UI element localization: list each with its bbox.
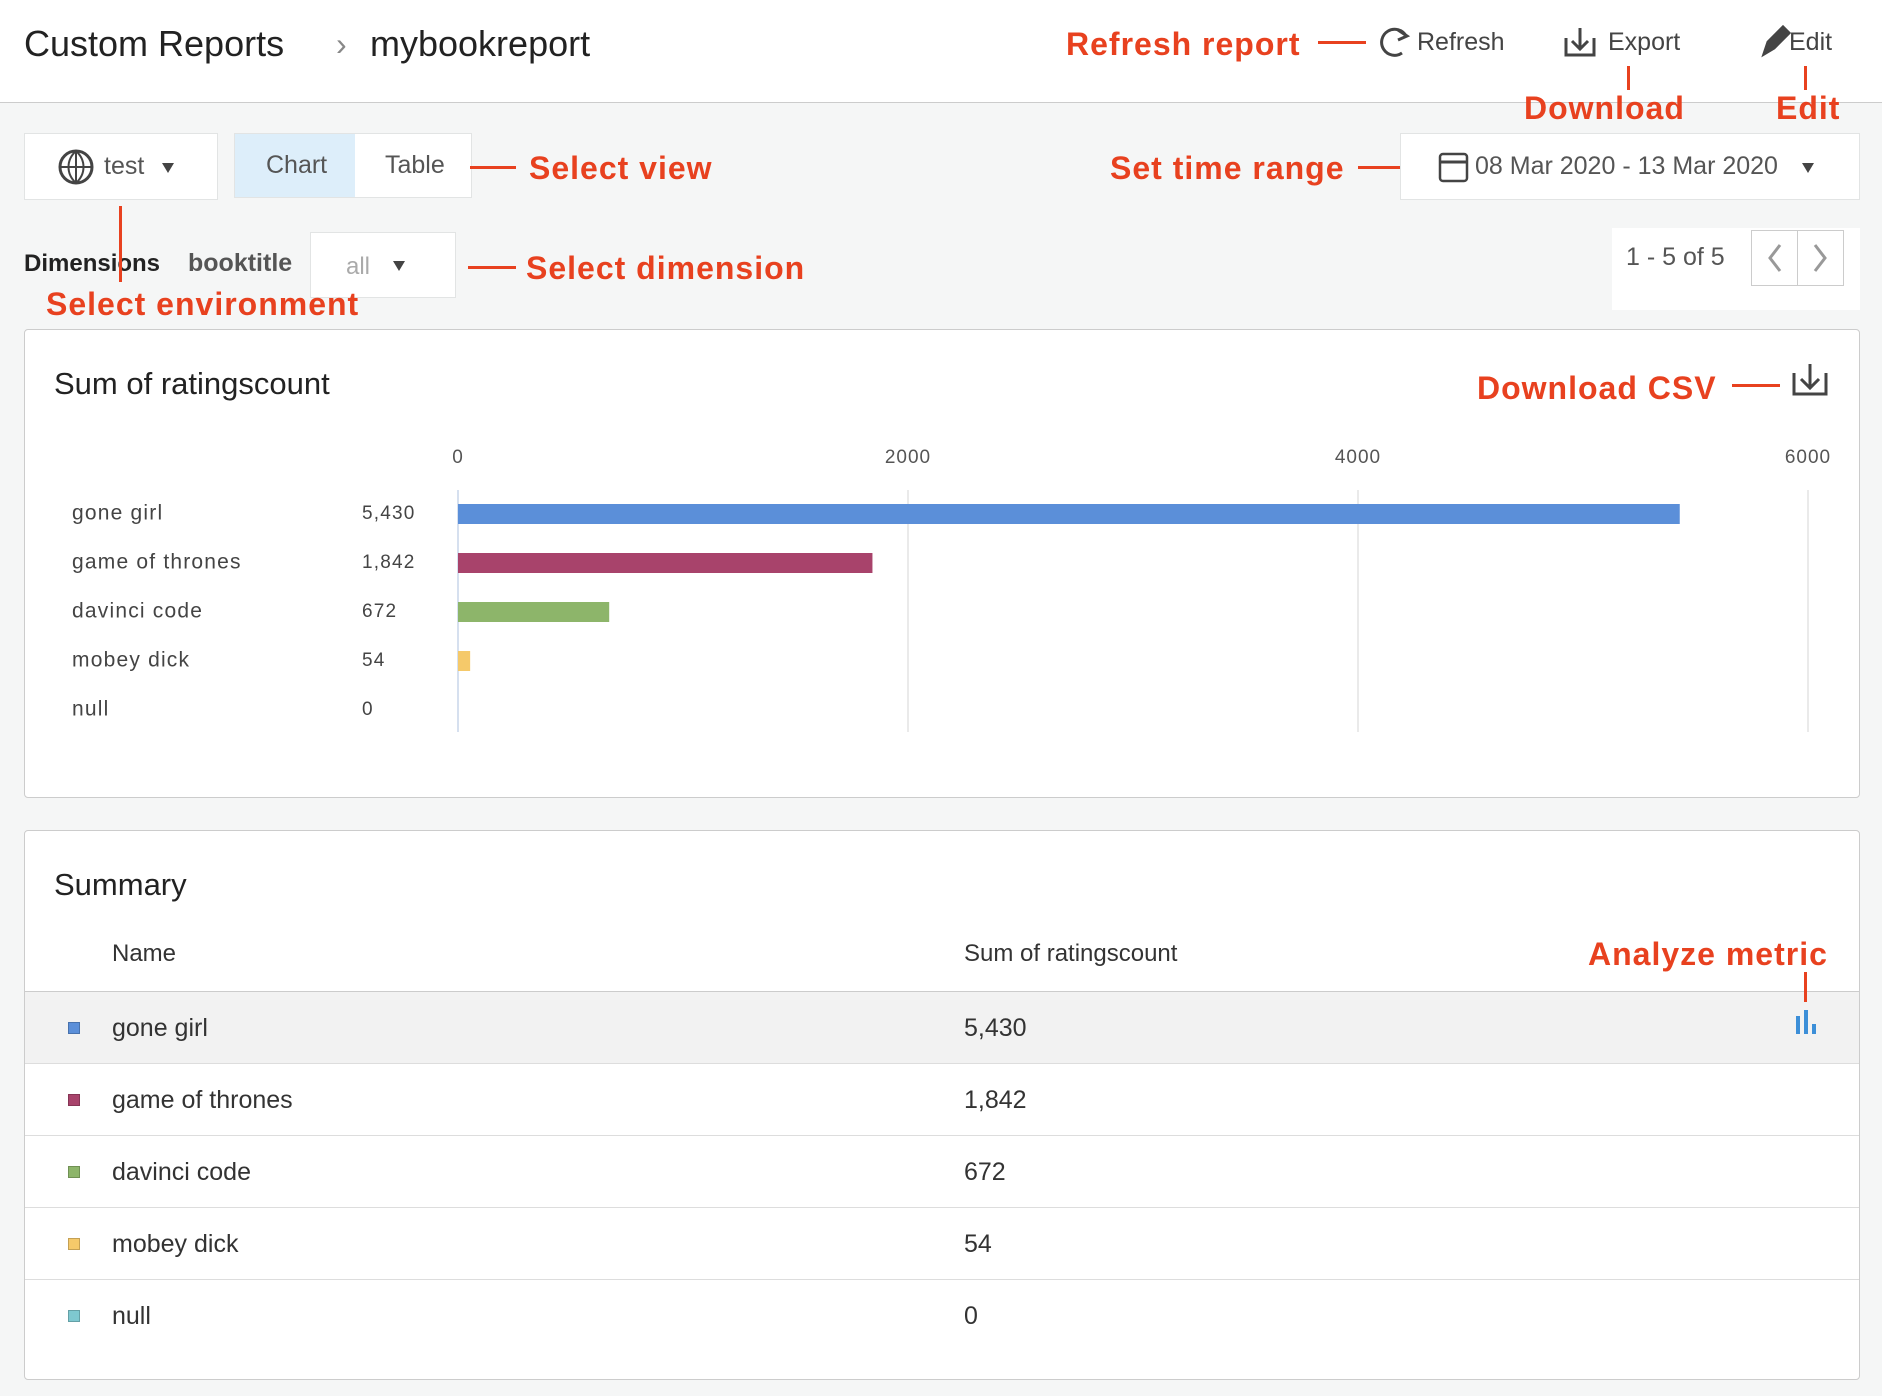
dimensions-label: Dimensions [24, 252, 160, 276]
row-value: 1,842 [964, 1088, 1027, 1113]
row-value: 5,430 [964, 1016, 1027, 1041]
chart-view-button[interactable]: Chart [266, 153, 327, 178]
annotation-line [1627, 66, 1630, 90]
legend-swatch [68, 1022, 80, 1034]
annotation-line [470, 166, 516, 169]
annotation-line [1318, 41, 1366, 44]
table-row [25, 1064, 1859, 1136]
summary-title: Summary [54, 869, 187, 900]
edit-button[interactable]: Edit [1789, 30, 1832, 55]
table-view-button[interactable]: Table [385, 153, 445, 178]
breadcrumb-current: mybookreport [370, 26, 590, 62]
annotation: Select view [529, 152, 713, 184]
row-name: null [112, 1304, 151, 1329]
date-range-value: 08 Mar 2020 - 13 Mar 2020 [1475, 154, 1778, 179]
dimension-name: booktitle [188, 251, 292, 276]
table-row [25, 1280, 1859, 1351]
breadcrumb-root[interactable]: Custom Reports [24, 26, 284, 62]
row-name: game of thrones [112, 1088, 293, 1113]
annotation-line [1732, 384, 1780, 387]
environment-value: test [104, 154, 144, 179]
export-button[interactable]: Export [1608, 30, 1680, 55]
annotation: Download [1524, 92, 1685, 124]
legend-swatch [68, 1238, 80, 1250]
row-value: 672 [964, 1160, 1006, 1185]
annotation: Select dimension [526, 252, 805, 284]
refresh-button[interactable]: Refresh [1417, 30, 1505, 55]
column-header: Name [112, 942, 176, 966]
annotation: Set time range [1110, 152, 1345, 184]
prev-page-button[interactable] [1751, 230, 1798, 286]
table-row [25, 1208, 1859, 1280]
annotation-line [1358, 166, 1406, 169]
annotation: Refresh report [1066, 28, 1301, 60]
annotation: Select environment [46, 288, 359, 320]
legend-swatch [68, 1094, 80, 1106]
annotation-line [119, 206, 122, 282]
legend-swatch [68, 1310, 80, 1322]
annotation: Download CSV [1477, 372, 1717, 404]
annotation: Edit [1776, 92, 1840, 124]
annotation-line [1804, 66, 1807, 90]
row-name: davinci code [112, 1160, 251, 1185]
pagination-text: 1 - 5 of 5 [1626, 245, 1725, 270]
annotation-line [1804, 972, 1807, 1002]
legend-swatch [68, 1166, 80, 1178]
chart-title: Sum of ratingscount [54, 368, 330, 399]
annotation-line [468, 266, 516, 269]
next-page-button[interactable] [1797, 230, 1844, 286]
table-row [25, 992, 1859, 1064]
annotation: Analyze metric [1588, 938, 1828, 970]
row-value: 54 [964, 1232, 992, 1257]
row-name: mobey dick [112, 1232, 238, 1257]
dimension-filter: all [346, 255, 370, 279]
row-name: gone girl [112, 1016, 208, 1041]
column-header: Sum of ratingscount [964, 942, 1177, 966]
table-row [25, 1136, 1859, 1208]
row-value: 0 [964, 1304, 978, 1329]
breadcrumb-separator: › [336, 28, 347, 60]
